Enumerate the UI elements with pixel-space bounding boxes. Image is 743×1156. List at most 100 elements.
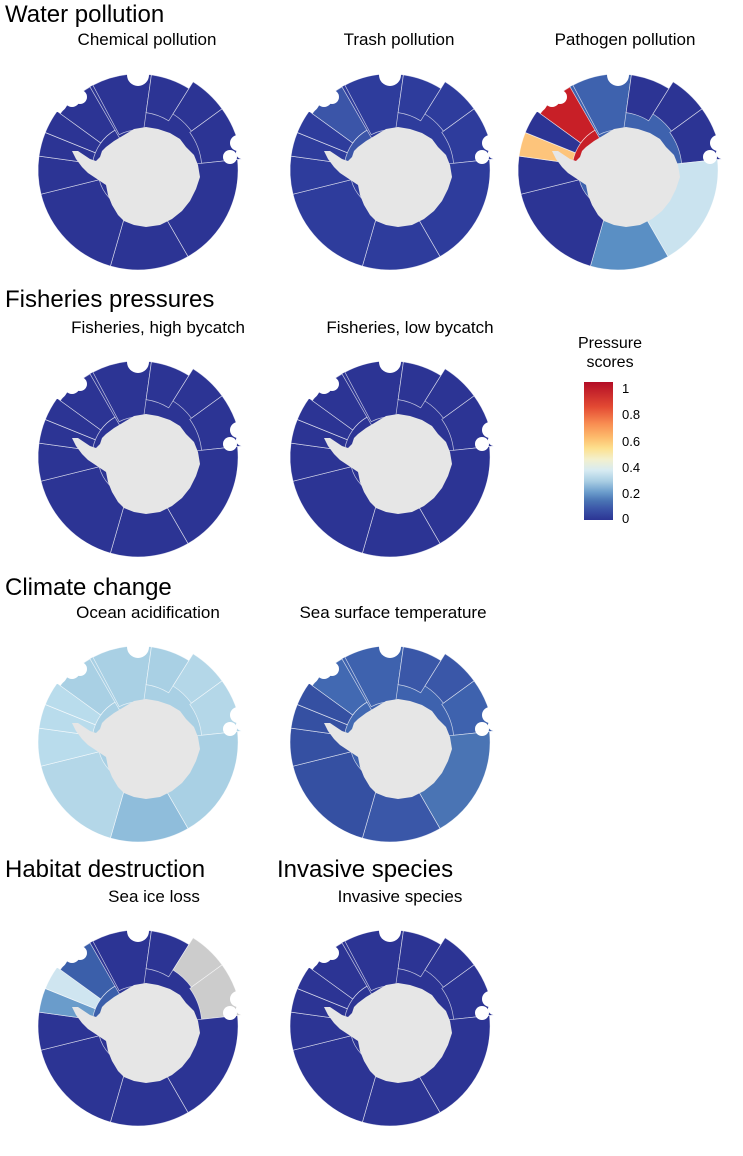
map-title-invasive: Invasive species xyxy=(337,887,463,906)
island-mask xyxy=(236,719,248,731)
antarctica-landmass xyxy=(324,699,452,799)
island-mask xyxy=(127,64,149,86)
legend-tick-label: 1 xyxy=(622,381,630,396)
polar-map xyxy=(289,351,500,558)
island-mask xyxy=(529,94,547,112)
map-title-sst: Sea surface temperature xyxy=(299,603,487,622)
island-mask xyxy=(223,437,237,451)
island-mask xyxy=(49,94,67,112)
antarctica-landmass xyxy=(72,414,200,514)
island-mask xyxy=(301,666,319,684)
island-mask xyxy=(475,437,489,451)
island-mask xyxy=(379,351,401,373)
polar-map xyxy=(37,64,248,271)
island-mask xyxy=(49,381,67,399)
antarctica-landmass xyxy=(72,699,200,799)
island-mask xyxy=(223,150,237,164)
polar-map xyxy=(37,920,248,1127)
legend-tick-label: 0.8 xyxy=(622,407,641,422)
antarctica-landmass xyxy=(324,127,452,227)
map-fisheries-low-bycatch xyxy=(280,342,520,582)
island-mask xyxy=(488,147,500,159)
antarctica-landmass xyxy=(552,127,680,227)
map-title-acidification: Ocean acidification xyxy=(76,603,220,622)
island-mask xyxy=(127,351,149,373)
polar-map xyxy=(37,351,248,558)
island-mask xyxy=(325,90,339,104)
island-mask xyxy=(223,1006,237,1020)
island-mask xyxy=(325,377,339,391)
island-mask xyxy=(73,946,87,960)
legend-tick-label: 0 xyxy=(622,511,630,526)
section-title-climate: Climate change xyxy=(5,574,172,601)
legend-tick-mark xyxy=(613,494,617,495)
island-mask xyxy=(553,90,567,104)
antarctica-landmass xyxy=(72,127,200,227)
section-title-habitat: Habitat destruction xyxy=(5,856,206,883)
map-title-trash: Trash pollution xyxy=(343,30,455,49)
section-title-fisheries: Fisheries pressures xyxy=(5,286,215,313)
antarctica-landmass xyxy=(72,983,200,1083)
antarctica-landmass xyxy=(324,414,452,514)
island-mask xyxy=(236,147,248,159)
legend-tick-label: 0.2 xyxy=(622,486,641,501)
map-chemical-pollution xyxy=(28,55,268,295)
legend-title: Pressure scores xyxy=(577,335,643,371)
island-mask xyxy=(236,1003,248,1015)
island-mask xyxy=(488,1003,500,1015)
map-fisheries-high-bycatch xyxy=(28,342,268,582)
island-mask xyxy=(73,377,87,391)
island-mask xyxy=(475,150,489,164)
section-title-water-pollution: Water pollution xyxy=(5,1,165,28)
polar-map xyxy=(289,64,500,271)
island-mask xyxy=(379,636,401,658)
map-title-fisheries-high: Fisheries, high bycatch xyxy=(71,318,245,337)
island-mask xyxy=(607,64,629,86)
island-mask xyxy=(223,722,237,736)
island-mask xyxy=(475,722,489,736)
island-mask xyxy=(475,1006,489,1020)
island-mask xyxy=(301,381,319,399)
island-mask xyxy=(49,950,67,968)
island-mask xyxy=(127,636,149,658)
legend-tick-mark xyxy=(613,442,617,443)
legend-tick-mark xyxy=(613,519,617,520)
legend-tick-mark xyxy=(613,415,617,416)
island-mask xyxy=(379,64,401,86)
island-mask xyxy=(127,920,149,942)
polar-map xyxy=(289,920,500,1127)
island-mask xyxy=(236,434,248,446)
island-mask xyxy=(488,434,500,446)
legend-tick-label: 0.6 xyxy=(622,434,641,449)
polar-map xyxy=(37,636,248,843)
legend-tick-label: 0.4 xyxy=(622,460,641,475)
section-title-invasive: Invasive species xyxy=(277,856,454,883)
map-title-fisheries-low: Fisheries, low bycatch xyxy=(326,318,494,337)
map-sea-surface-temperature xyxy=(280,627,520,867)
antarctica-landmass xyxy=(324,983,452,1083)
polar-map xyxy=(289,636,500,843)
map-title-sea-ice: Sea ice loss xyxy=(108,887,200,906)
legend-tick-mark xyxy=(613,468,617,469)
island-mask xyxy=(301,94,319,112)
island-mask xyxy=(73,90,87,104)
island-mask xyxy=(488,719,500,731)
island-mask xyxy=(49,666,67,684)
map-title-pathogen: Pathogen pollution xyxy=(554,30,696,49)
map-sea-ice-loss xyxy=(28,911,268,1151)
island-mask xyxy=(301,950,319,968)
island-mask xyxy=(379,920,401,942)
map-trash-pollution xyxy=(280,55,520,295)
map-pathogen-pollution xyxy=(508,55,743,295)
island-mask xyxy=(716,147,728,159)
map-title-chemical: Chemical pollution xyxy=(77,30,217,49)
map-invasive-species xyxy=(280,911,520,1151)
map-ocean-acidification xyxy=(28,627,268,867)
island-mask xyxy=(73,662,87,676)
legend-tick-mark xyxy=(613,389,617,390)
island-mask xyxy=(703,150,717,164)
island-mask xyxy=(325,662,339,676)
island-mask xyxy=(325,946,339,960)
legend-color-bar xyxy=(584,382,613,520)
polar-map xyxy=(517,64,728,271)
